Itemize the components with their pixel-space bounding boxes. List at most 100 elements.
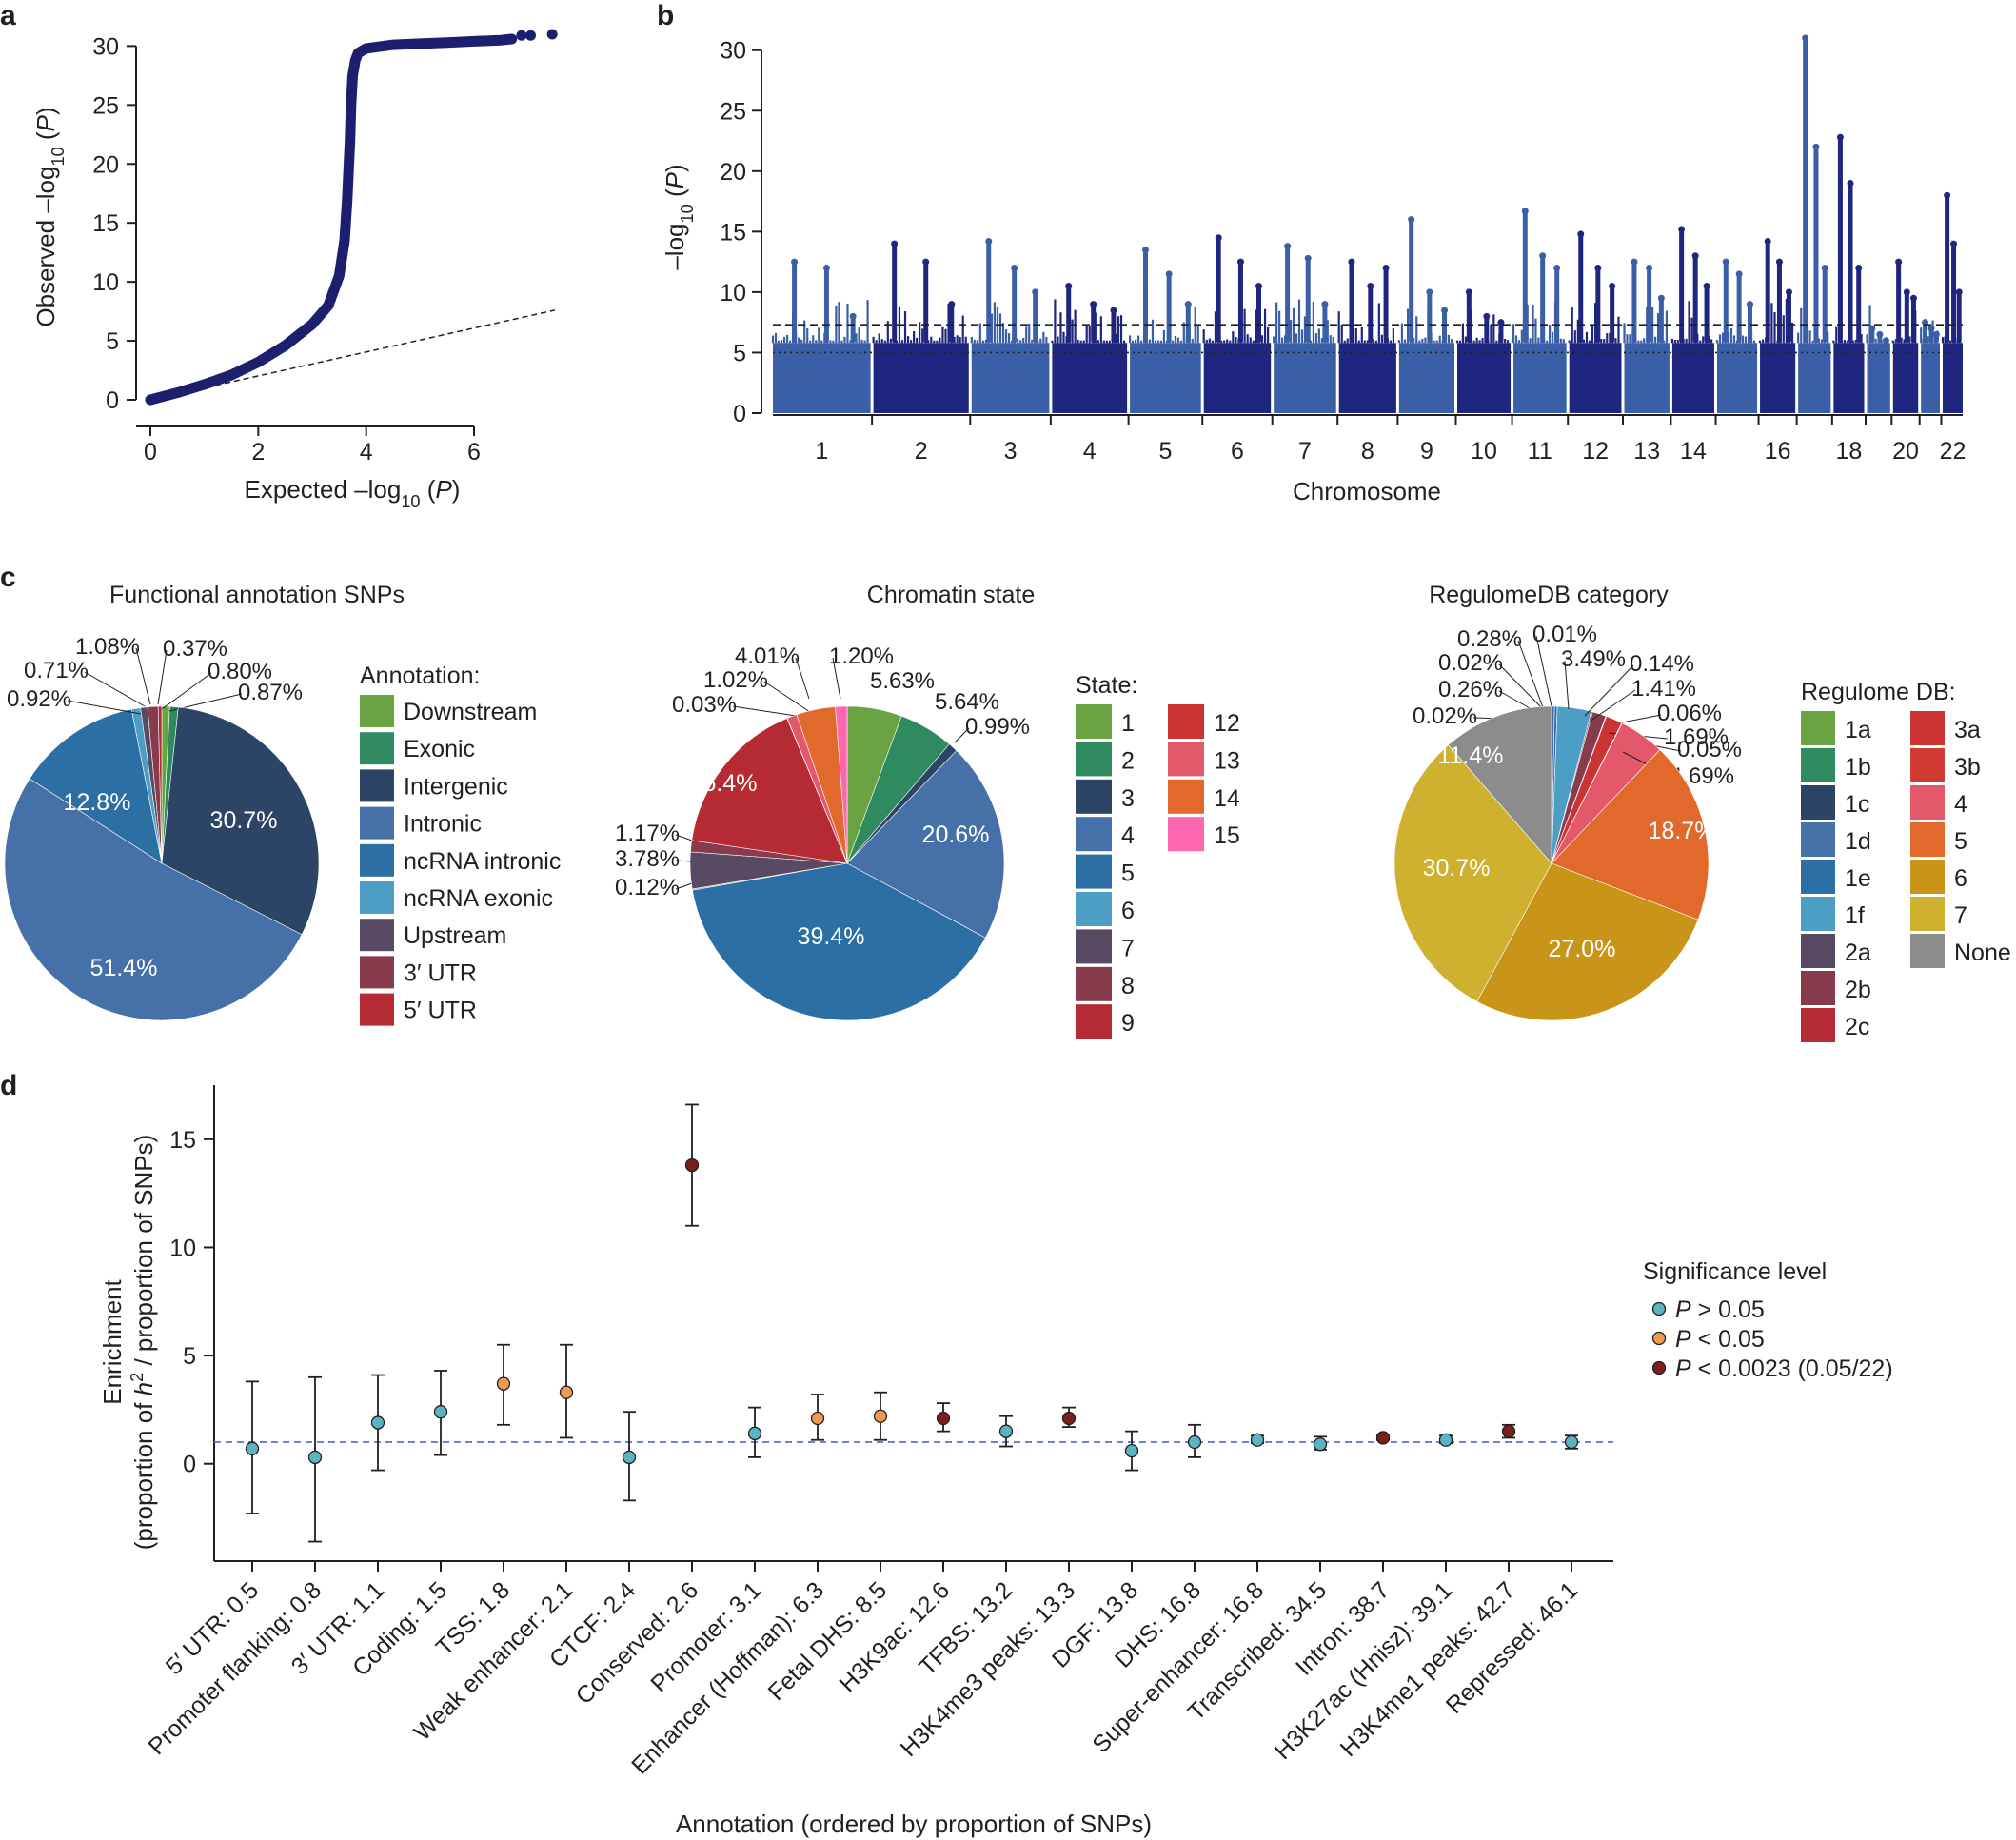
enrichment-point (622, 1450, 637, 1465)
slice-value-label: 0.06% (1657, 701, 1722, 726)
slice-value-label: 20.6% (922, 821, 990, 848)
legend-marker (1651, 1301, 1667, 1316)
y-tick-label: 5 (106, 328, 119, 355)
lead-snp-point (1408, 216, 1415, 224)
legend-label: 3′ UTR (404, 960, 477, 986)
legend-label: 5′ UTR (404, 998, 477, 1024)
slice-value-label: 4.01% (735, 643, 800, 669)
chromosome-label: 12 (1582, 438, 1609, 465)
lead-snp-point (1944, 191, 1951, 199)
slice-value-label: 51.4% (90, 955, 158, 981)
lead-snp-point (1367, 283, 1374, 290)
legend-label: 7 (1121, 935, 1135, 961)
lead-snp-point (1594, 264, 1602, 271)
slice-value-label: 0.99% (965, 714, 1030, 740)
lead-snp-point (1847, 180, 1854, 188)
y-tick-label: 5 (733, 340, 746, 366)
slice-value-label: 0.01% (1532, 622, 1597, 647)
y-tick-label: 20 (92, 151, 119, 178)
slice-value-label: 1.41% (1631, 676, 1696, 702)
y-tick-label: 0 (106, 387, 119, 414)
panel-letter-a: a (0, 0, 16, 31)
slice-value-label: 0.02% (1438, 650, 1503, 676)
chromosome-block (1760, 343, 1796, 413)
leader-line (795, 657, 810, 700)
enrichment-point (1501, 1424, 1516, 1438)
lead-snp-point (1255, 283, 1262, 290)
chromosome-block (1833, 343, 1865, 413)
legend-swatch (360, 769, 394, 802)
pie-slice (161, 706, 320, 936)
legend-label: 13 (1214, 747, 1240, 774)
lead-snp-point (891, 240, 899, 247)
leader-line (1589, 689, 1636, 722)
chromosome-block (1892, 343, 1919, 413)
chromosome-block (1671, 343, 1715, 413)
chromosome-label: 4 (1083, 438, 1097, 465)
slice-value-label: 1.17% (615, 821, 680, 846)
enrichment-point (1564, 1434, 1579, 1450)
lead-snp-point (1657, 294, 1665, 302)
pie-slice (1551, 749, 1710, 920)
lead-snp-point (1465, 288, 1472, 296)
x-tick-label: Promoter: 3.1 (645, 1576, 766, 1697)
chromosome-block (1942, 343, 1963, 413)
panel-letter-b: b (657, 0, 674, 31)
legend-marker (1651, 1331, 1667, 1346)
legend-swatch (1076, 742, 1112, 777)
lead-snp-point (1812, 143, 1820, 150)
lead-snp-point (1927, 325, 1935, 332)
slice-value-label: 27.0% (1549, 936, 1616, 962)
legend-swatch (360, 695, 394, 727)
slice-value-label: 0.71% (24, 658, 89, 683)
legend-label: P > 0.05 (1675, 1296, 1765, 1323)
lead-snp-point (1032, 288, 1039, 296)
y-tick-label: 15 (720, 219, 746, 246)
legend-label: 3b (1954, 754, 1981, 781)
pie-title: Functional annotation SNPs (109, 582, 405, 608)
legend-label: 2 (1121, 747, 1135, 774)
legend-swatch (1910, 897, 1945, 931)
legend-label: 2c (1845, 1014, 1869, 1040)
pie-slice (1476, 862, 1699, 1021)
enrichment-point (1250, 1433, 1265, 1447)
chromosome-block (1513, 343, 1567, 413)
enrichment-point (1061, 1411, 1077, 1426)
legend-title: Significance level (1643, 1258, 1827, 1285)
chromosome-label: 14 (1680, 438, 1707, 465)
y-tick-label: 10 (720, 280, 746, 307)
pie-title: Chromatin state (867, 582, 1035, 608)
lead-snp-point (1775, 258, 1783, 266)
lead-snp-point (1215, 234, 1222, 242)
chromosome-label: 20 (1892, 438, 1919, 465)
legend-label: 6 (1954, 865, 1967, 892)
chromosome-block (1624, 343, 1670, 413)
legend-swatch (1801, 711, 1835, 745)
lead-snp-point (1184, 301, 1192, 308)
leader-line (161, 672, 212, 710)
slice-value-label: 0.28% (1457, 626, 1522, 652)
leader-line (1517, 640, 1545, 711)
panel-letter-d: d (0, 1070, 17, 1101)
lead-snp-point (1895, 258, 1903, 266)
legend-label: P < 0.05 (1675, 1326, 1765, 1353)
lead-snp-point (1497, 319, 1505, 326)
enrichment-point (1375, 1431, 1391, 1445)
slice-value-label: 0.05% (1677, 737, 1742, 762)
y-axis-title: –log10 (P) (661, 164, 697, 269)
y-tick-label: 0 (733, 401, 746, 427)
legend-swatch (1910, 748, 1945, 782)
legend-swatch (1168, 779, 1204, 814)
chromosome-block (1457, 343, 1512, 413)
chromosome-block (971, 343, 1050, 413)
chromosome-label: 9 (1420, 438, 1433, 465)
lead-snp-point (1932, 330, 1940, 338)
slice-value-label: 1.69% (1664, 724, 1729, 750)
lead-snp-point (1539, 252, 1547, 260)
enrichment-point (873, 1409, 888, 1423)
slice-value-label: 1.20% (829, 643, 894, 669)
enrichment-point (684, 1157, 700, 1173)
legend-swatch (1910, 934, 1945, 968)
legend-label: 1f (1845, 902, 1865, 929)
